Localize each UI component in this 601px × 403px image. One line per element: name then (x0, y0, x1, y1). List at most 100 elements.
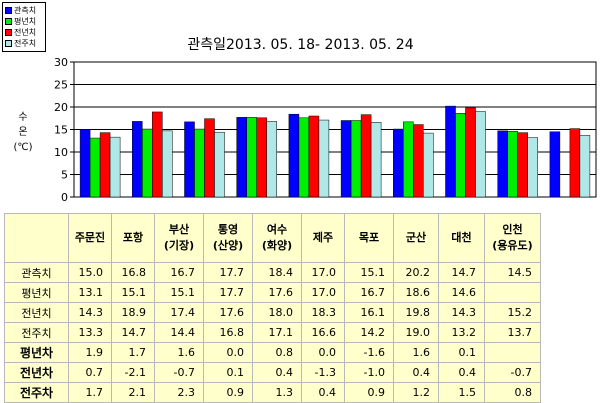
y-tick-label: 30 (54, 56, 68, 69)
category-label: 여수 (266, 223, 288, 236)
table-cell: 13.7 (484, 322, 541, 343)
table-cell: 18.4 (252, 262, 302, 283)
category-label: 인천 (502, 223, 523, 236)
table-cell: 14.4 (154, 322, 204, 343)
legend-label-last-week: 전주치 (14, 38, 37, 48)
y-axis-label-line: 온 (18, 127, 28, 138)
table-cell: 0.4 (252, 362, 302, 383)
category-label: 통영 (217, 223, 239, 236)
category-header-cell: 부산 (기장) (154, 213, 204, 263)
table-row: 전년차 0.7 -2.1 -0.7 0.1 0.4 -1.3 -1.0 0.4 0.4 -0.7 (4, 362, 541, 383)
row-label: 전년차 (4, 362, 69, 383)
table-cell: 1.9 (68, 342, 112, 363)
table-cell: -1.3 (301, 362, 345, 383)
bar (465, 107, 476, 198)
legend-label-normal: 평년치 (14, 16, 37, 26)
bar (569, 128, 581, 198)
table-cell: 14.5 (484, 262, 541, 283)
table-cell: 15.1 (154, 282, 204, 303)
table-cell: 13.2 (438, 322, 485, 343)
table-cell: -2.1 (111, 362, 155, 383)
table-cell: -1.6 (344, 342, 394, 363)
category-label: 주문진 (74, 231, 106, 244)
bar (340, 120, 352, 198)
category-label: 부산 (168, 223, 190, 236)
y-tick-label: 20 (54, 101, 68, 114)
table-header-row: 주문진 포항 부산 (기장) 통영 (산양) 여수 (화양) 제주 목포 군산 대천 인천 (용유도) (4, 213, 541, 263)
table-cell: 0.4 (438, 362, 485, 383)
category-header-cell: 주문진 (68, 213, 112, 263)
legend-item-last-year: 전년치 (5, 27, 43, 38)
table-cell: 1.7 (111, 342, 155, 363)
y-tick-label: 10 (54, 146, 68, 159)
table-row: 평년치 13.1 15.1 15.1 17.7 17.6 17.0 16.7 18.6 14.6 (4, 282, 541, 303)
row-label: 평년치 (4, 282, 69, 303)
bar (579, 135, 591, 198)
bar (350, 120, 362, 198)
category-label: 대천 (451, 231, 472, 244)
legend-swatch-last-year (5, 29, 12, 36)
y-axis-label-line: (℃) (13, 142, 33, 153)
category-label: (화양) (261, 239, 293, 252)
table-cell: 14.7 (111, 322, 155, 343)
legend-label-observed: 관측치 (14, 5, 37, 15)
table-cell: 14.3 (438, 302, 485, 323)
table-cell: 17.6 (203, 302, 253, 323)
bar (266, 121, 277, 198)
bar (360, 114, 372, 198)
bar (288, 113, 300, 198)
category-header-cell: 제주 (301, 213, 345, 263)
table-cell: 15.1 (111, 282, 155, 303)
table-cell: 16.8 (111, 262, 155, 283)
bar (527, 137, 538, 198)
bar (517, 132, 528, 198)
table-cell: 18.3 (301, 302, 345, 323)
bar (89, 137, 101, 198)
legend-item-observed: 관측치 (5, 5, 43, 16)
bar (246, 117, 257, 198)
bar (194, 128, 205, 198)
bar (236, 117, 247, 198)
table-cell: 16.7 (154, 262, 204, 283)
table-cell: 14.3 (68, 302, 112, 323)
table-row: 전년치 14.3 18.9 17.4 17.6 18.0 18.3 16.1 19.8 14.3 1… (4, 302, 541, 323)
category-label: (기장) (163, 239, 195, 252)
bar (308, 115, 320, 198)
table-cell: 18.0 (252, 302, 302, 323)
table-cell: 17.4 (154, 302, 204, 323)
y-axis-label-line: 수 (18, 112, 28, 123)
category-label: 제주 (312, 231, 334, 244)
table-cell: 1.6 (154, 342, 204, 363)
table-row: 전주치 13.3 14.7 14.4 16.8 17.1 16.6 14.2 19.0 13.2 1… (4, 322, 541, 343)
table-cell: 15.2 (484, 302, 541, 323)
table-cell: 1.5 (438, 382, 485, 403)
legend-swatch-normal (5, 18, 12, 25)
bar (184, 121, 195, 198)
table-cell: 16.6 (301, 322, 345, 343)
table-cell: 15.0 (68, 262, 112, 283)
legend-item-last-week: 전주치 (5, 38, 43, 49)
row-label: 전주치 (4, 322, 69, 343)
y-tick-label: 5 (61, 169, 68, 182)
table-cell: 17.7 (203, 282, 253, 303)
bar (455, 113, 466, 198)
category-label: 목포 (358, 231, 380, 244)
table-cell: 17.6 (252, 282, 302, 303)
bar (109, 136, 121, 198)
bar (204, 118, 215, 198)
table-cell: 15.1 (344, 262, 394, 283)
category-label: 군산 (405, 231, 427, 244)
table-cell: 17.0 (301, 282, 345, 303)
chart-legend: 관측치 평년치 전년치 전주치 (2, 2, 46, 52)
bar (79, 129, 91, 198)
bar (403, 121, 414, 198)
y-axis-label: 수 온 (℃) (5, 110, 41, 155)
bar (393, 128, 404, 198)
table-cell: 16.1 (344, 302, 394, 323)
table-cell: 0.8 (252, 342, 302, 363)
table-cell: 19.0 (393, 322, 439, 343)
table-cell: 14.7 (438, 262, 485, 283)
bar (152, 111, 163, 198)
table-cell: 19.8 (393, 302, 439, 323)
table-row: 관측치 15.0 16.8 16.7 17.7 18.4 17.0 15.1 20.2 14.7 1… (4, 262, 541, 283)
